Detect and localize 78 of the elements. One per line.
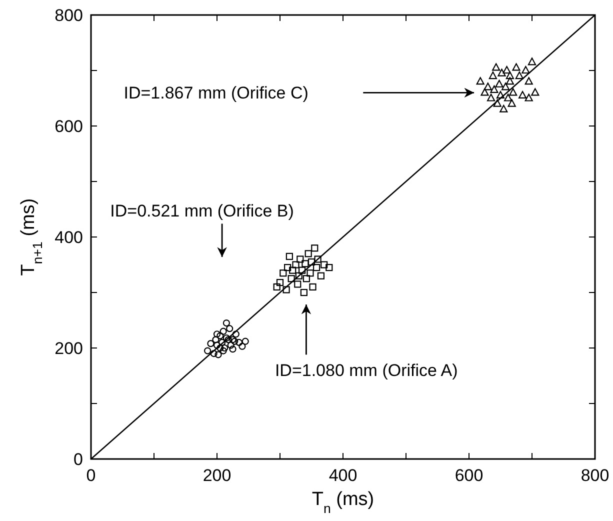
point	[308, 258, 316, 266]
point	[232, 330, 240, 338]
point	[498, 68, 506, 76]
point	[506, 72, 514, 80]
point	[522, 66, 530, 74]
point	[312, 264, 320, 272]
point	[501, 82, 510, 90]
point	[302, 260, 309, 268]
point	[280, 270, 287, 277]
point	[226, 325, 234, 332]
point	[493, 99, 502, 107]
x-axis-title: T$_{n}$ (ms)	[312, 489, 374, 516]
x-tick-label: 400	[328, 466, 358, 485]
point	[320, 261, 328, 268]
y-tick-label: 600	[54, 117, 83, 136]
point	[311, 244, 318, 252]
point	[492, 63, 500, 71]
point	[509, 88, 518, 96]
point	[488, 72, 497, 80]
point	[476, 77, 484, 85]
point	[273, 283, 280, 290]
point	[306, 270, 314, 277]
point	[302, 275, 310, 282]
x-tick-label: 800	[580, 466, 610, 485]
point	[317, 272, 324, 280]
x-tick-label: 0	[86, 466, 96, 485]
point	[314, 256, 322, 263]
point	[222, 319, 230, 327]
x-tick-label: 600	[454, 466, 484, 485]
y-tick-label: 400	[54, 228, 83, 247]
point	[528, 58, 536, 66]
point	[487, 94, 496, 102]
annotation: ID=1.080 mm (Orifice A)	[274, 361, 458, 380]
point	[286, 252, 293, 260]
point	[495, 80, 504, 88]
y-tick-label: 800	[54, 6, 83, 25]
point	[276, 278, 284, 286]
point	[484, 82, 492, 90]
y-tick-label: 0	[74, 450, 83, 469]
point	[524, 77, 533, 85]
point	[296, 256, 304, 263]
point	[480, 88, 489, 96]
point	[490, 85, 498, 93]
point	[515, 72, 524, 80]
point	[229, 346, 236, 353]
point	[300, 288, 308, 296]
point	[512, 63, 520, 71]
point	[282, 286, 290, 294]
point	[500, 104, 508, 112]
point	[214, 351, 222, 358]
point	[502, 66, 511, 74]
annotation: ID=1.867 mm (Orifice C)	[124, 84, 308, 103]
point	[326, 264, 333, 272]
point	[289, 266, 296, 274]
annotation: ID=0.521 mm (Orifice B)	[110, 201, 294, 220]
point	[295, 272, 302, 280]
point	[242, 338, 249, 345]
y-tick-label: 200	[54, 339, 83, 358]
point	[238, 342, 246, 350]
point	[294, 280, 302, 288]
x-tick-label: 200	[202, 466, 232, 485]
point	[531, 88, 540, 96]
point	[496, 90, 505, 99]
point	[504, 94, 512, 102]
point	[508, 99, 516, 107]
point	[207, 340, 214, 348]
point	[524, 94, 533, 102]
point	[292, 261, 300, 268]
point	[213, 330, 221, 338]
point	[220, 328, 227, 335]
point	[284, 264, 292, 272]
point	[298, 266, 306, 274]
point	[288, 275, 295, 282]
point	[309, 283, 316, 290]
point	[518, 90, 527, 99]
point	[506, 77, 514, 85]
point	[204, 347, 212, 354]
point	[304, 250, 312, 258]
